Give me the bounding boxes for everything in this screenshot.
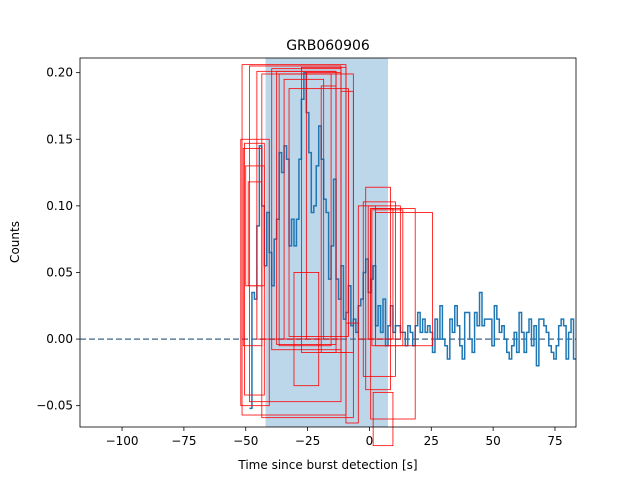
x-tick-label: −50 xyxy=(233,434,258,448)
x-axis-label: Time since burst detection [s] xyxy=(237,458,417,472)
x-tick-label: 75 xyxy=(547,434,562,448)
counts-step-series xyxy=(249,71,576,410)
y-axis-label: Counts xyxy=(8,221,22,263)
annotation-box xyxy=(362,201,396,377)
chart-title: GRB060906 xyxy=(286,38,370,54)
x-tick-label: −75 xyxy=(171,434,196,448)
annotation-box xyxy=(365,186,391,391)
annotation-box xyxy=(372,391,394,447)
annotation-box xyxy=(247,181,263,287)
x-tick-label: 25 xyxy=(424,434,439,448)
x-tick-label: −25 xyxy=(295,434,320,448)
x-tick-label: 50 xyxy=(485,434,500,448)
shaded-interval xyxy=(265,58,388,427)
y-axis: −0.05 0.00 0.05 0.10 0.15 0.20 xyxy=(36,66,80,413)
x-tick-label: −100 xyxy=(106,434,139,448)
y-tick-label: −0.05 xyxy=(36,399,73,413)
axes-frame xyxy=(79,57,577,428)
annotation-box xyxy=(320,85,337,353)
y-tick-label: 0.15 xyxy=(46,132,73,146)
annotation-boxes xyxy=(240,64,433,447)
annotation-box xyxy=(278,73,332,347)
annotation-box xyxy=(283,78,325,340)
y-tick-label: 0.10 xyxy=(46,199,73,213)
y-tick-label: 0.05 xyxy=(46,265,73,279)
x-axis: −100 −75 −50 −25 0 25 50 75 xyxy=(106,427,563,448)
plot-area xyxy=(80,58,576,427)
annotation-box xyxy=(345,322,359,424)
annotation-box xyxy=(340,90,354,353)
annotation-box xyxy=(357,205,377,340)
x-tick-label: 0 xyxy=(366,434,374,448)
annotation-box xyxy=(293,272,320,387)
annotation-box xyxy=(240,138,270,407)
y-tick-label: 0.20 xyxy=(46,66,73,80)
y-tick-label: 0.00 xyxy=(46,332,73,346)
